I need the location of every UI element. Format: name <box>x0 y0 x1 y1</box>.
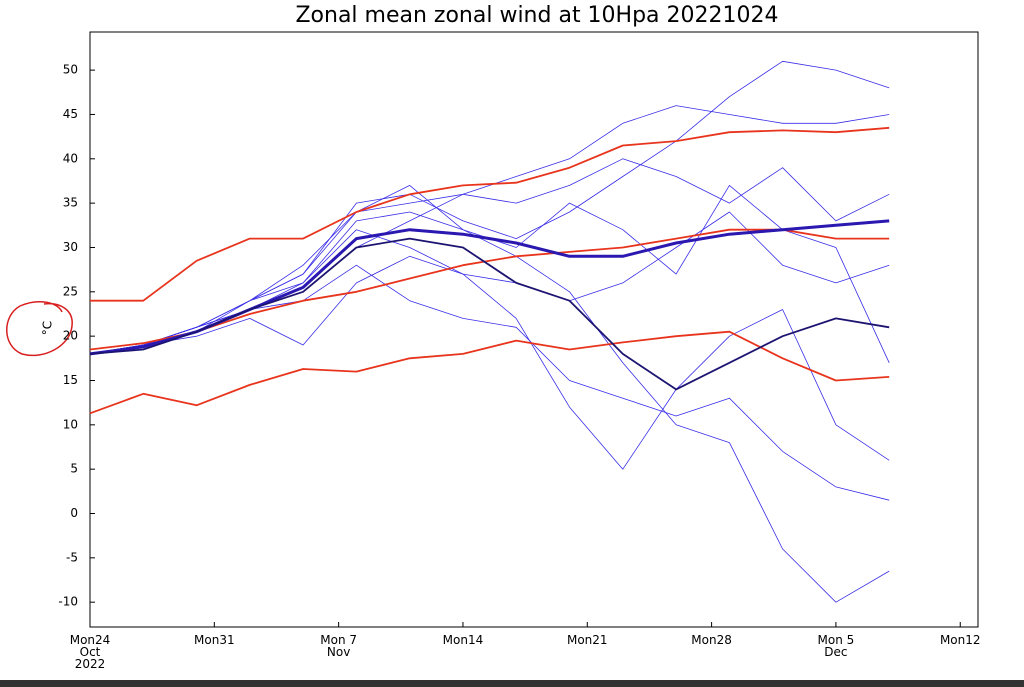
series-line <box>89 330 890 415</box>
y-tick-label: 10 <box>63 417 78 431</box>
x-tick-label: Mon28 <box>691 633 732 647</box>
y-tick-label: 25 <box>63 284 78 298</box>
series-line <box>89 60 890 355</box>
y-tick-label: 20 <box>63 329 78 343</box>
series-line <box>90 126 890 302</box>
x-tick-label: Mon21 <box>566 633 608 647</box>
y-tick-label: -5 <box>66 550 78 564</box>
series-line <box>89 211 890 355</box>
y-axis-label: °C <box>41 321 55 335</box>
series-line <box>89 264 890 501</box>
plot-frame <box>89 31 979 628</box>
y-tick-label: 15 <box>63 373 78 387</box>
series-line <box>89 219 890 356</box>
x-tick-label: Mon31 <box>194 633 235 647</box>
x-tick-label: Mon12 <box>939 633 981 647</box>
series-line <box>89 237 890 391</box>
y-tick-label: 0 <box>70 506 78 520</box>
y-tick-label: 30 <box>63 240 78 254</box>
y-tick-label: 45 <box>63 107 78 121</box>
series-line <box>89 185 890 363</box>
x-tick-label: Mon14 <box>442 633 484 647</box>
x-tick-label: Mon 5 Dec <box>817 633 855 659</box>
y-tick-label: 5 <box>70 462 78 476</box>
y-tick-label: 50 <box>63 63 78 77</box>
series-line <box>89 158 890 355</box>
y-tick-label: 40 <box>63 151 78 165</box>
series-line <box>89 211 890 603</box>
y-tick-label: -10 <box>58 595 78 609</box>
chart-title: Zonal mean zonal wind at 10Hpa 20221024 <box>295 3 778 28</box>
series-line <box>89 228 890 351</box>
x-tick-label: Mon24 Oct 2022 <box>69 633 111 671</box>
hand-drawn-circle <box>6 300 73 357</box>
series-line <box>89 105 890 355</box>
bottom-bar <box>0 680 1024 687</box>
x-tick-label: Mon 7 Nov <box>320 633 357 659</box>
y-tick-label: 35 <box>63 196 78 210</box>
